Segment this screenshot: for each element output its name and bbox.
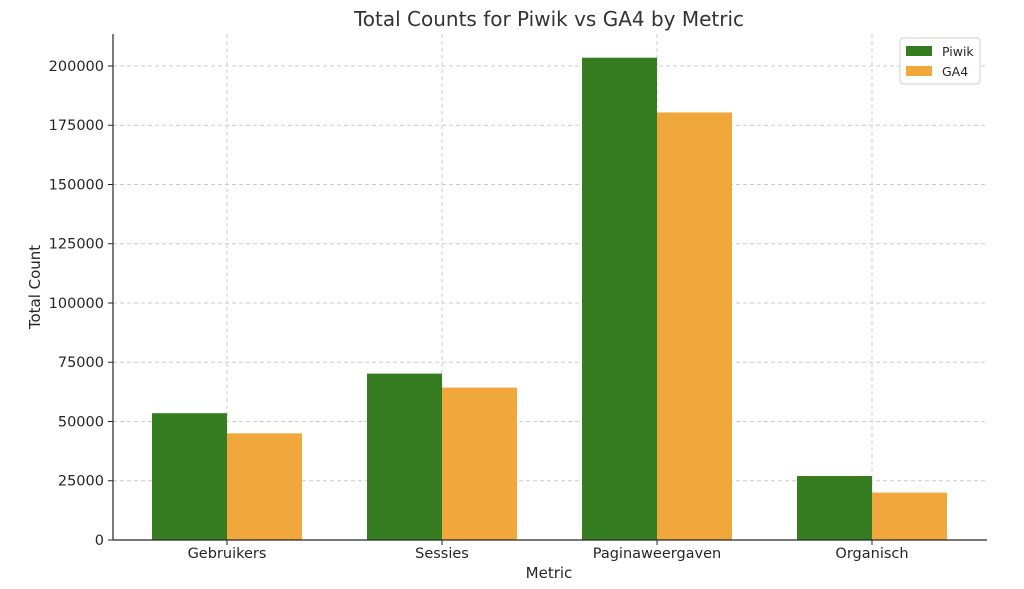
x-axis-label: Metric <box>526 564 573 582</box>
bar-ga4-sessies <box>442 387 517 540</box>
x-ticks: Gebruikers Sessies Paginaweergaven Organisc… <box>188 540 909 562</box>
bar-piwik-organisch <box>797 476 872 540</box>
y-tick-label: 200000 <box>49 59 104 75</box>
bar-ga4-organisch <box>872 492 947 540</box>
axes <box>112 34 987 541</box>
legend-label-piwik: Piwik <box>942 44 974 59</box>
y-tick-label: 75000 <box>58 355 104 371</box>
y-tick-label: 0 <box>95 533 104 549</box>
y-tick-label: 175000 <box>49 118 104 134</box>
legend-swatch-ga4 <box>906 66 932 76</box>
y-ticks: 0 25000 50000 75000 100000 125000 150000 175000… <box>49 59 113 549</box>
bar-ga4-gebruikers <box>227 433 302 540</box>
y-tick-label: 125000 <box>49 237 104 253</box>
bar-piwik-sessies <box>367 373 442 540</box>
chart-title: Total Counts for Piwik vs GA4 by Metric <box>353 7 744 31</box>
legend: Piwik GA4 <box>899 37 981 85</box>
y-tick-label: 100000 <box>49 296 104 312</box>
y-tick-label: 150000 <box>49 177 104 193</box>
y-axis-label: Total Count <box>26 245 44 330</box>
x-tick-label: Organisch <box>835 546 908 562</box>
bar-ga4-paginaweergaven <box>657 112 732 540</box>
bars <box>152 57 947 541</box>
grid <box>113 34 987 540</box>
x-tick-label: Gebruikers <box>188 546 267 562</box>
x-tick-label: Paginaweergaven <box>593 546 721 562</box>
y-tick-label: 25000 <box>58 474 104 490</box>
bar-piwik-paginaweergaven <box>582 57 657 541</box>
legend-label-ga4: GA4 <box>942 64 968 79</box>
bar-piwik-gebruikers <box>152 413 227 540</box>
legend-swatch-piwik <box>906 46 932 56</box>
y-tick-label: 50000 <box>58 414 104 430</box>
x-tick-label: Sessies <box>415 546 469 562</box>
